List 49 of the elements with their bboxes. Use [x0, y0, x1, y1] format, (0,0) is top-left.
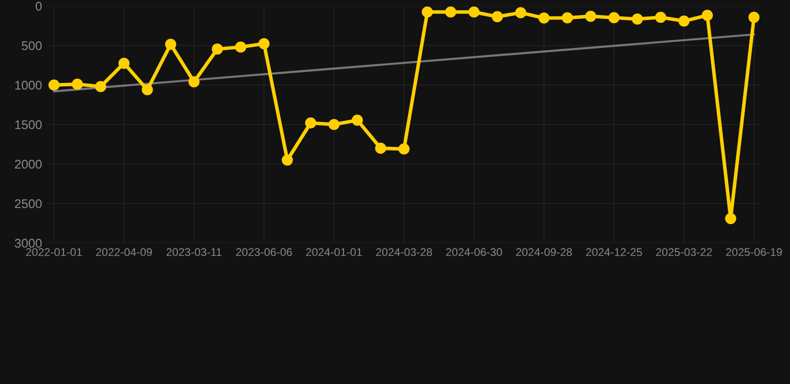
x-tick-label: 2022-04-09: [96, 248, 152, 256]
x-tick-label: 2025-03-22: [656, 248, 712, 256]
point: [48, 79, 60, 91]
point: [748, 12, 760, 23]
point: [118, 58, 130, 69]
point: [188, 76, 200, 88]
point: [282, 154, 293, 166]
y-tick-label: 500: [22, 41, 42, 50]
point: [725, 212, 736, 224]
y-tick-label: 2000: [14, 160, 42, 169]
point: [608, 12, 620, 24]
point: [305, 117, 316, 128]
point: [95, 81, 106, 92]
x-tick-label: 2024-06-30: [446, 248, 502, 256]
point: [632, 13, 643, 25]
point: [258, 38, 270, 50]
x-tick-label: 2023-03-11: [166, 248, 222, 256]
point: [165, 38, 176, 50]
point: [585, 10, 596, 22]
point: [72, 78, 83, 90]
x-tick-label: 2024-01-01: [306, 248, 362, 256]
point: [235, 42, 246, 53]
point: [422, 6, 433, 18]
y-tick-label: 0: [36, 2, 42, 11]
point: [352, 114, 363, 126]
y-tick-label: 1500: [15, 120, 42, 130]
y-tick-label: 2500: [14, 199, 42, 208]
point: [655, 12, 666, 23]
point: [328, 118, 340, 130]
point: [468, 6, 480, 18]
point: [562, 12, 573, 24]
x-tick-label: 2024-03-28: [376, 248, 432, 256]
point: [678, 15, 690, 27]
x-tick-label: 2023-06-06: [236, 248, 292, 256]
y-tick-label: 1000: [15, 80, 42, 90]
point: [538, 12, 550, 24]
point: [212, 44, 223, 55]
point: [142, 84, 153, 96]
x-tick-label: 2024-12-25: [586, 248, 642, 256]
x-tick-label: 2022-01-01: [26, 248, 82, 256]
point: [375, 142, 386, 154]
x-tick-label: 2025-06-19: [726, 248, 782, 256]
y-tick-label: 3000: [14, 238, 42, 248]
point: [445, 6, 456, 18]
point: [702, 10, 713, 21]
point: [515, 7, 526, 18]
point: [398, 143, 410, 155]
x-tick-label: 2024-09-28: [516, 248, 572, 256]
point: [492, 11, 503, 22]
